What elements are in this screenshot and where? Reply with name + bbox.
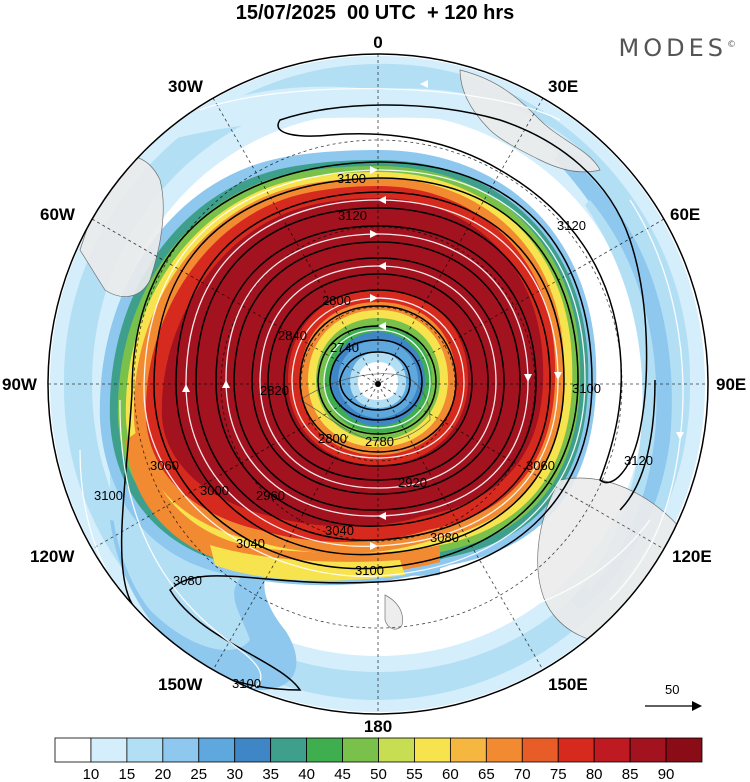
colorbar-swatch xyxy=(593,737,631,763)
colorbar-swatch xyxy=(54,737,92,763)
colorbar-swatch xyxy=(198,737,236,763)
contour-label: 3060 xyxy=(526,458,555,473)
contour-label: 3000 xyxy=(200,483,229,498)
contour-label: 2820 xyxy=(260,383,289,398)
lon-label-90w: 90W xyxy=(2,375,38,394)
contour-label: 2800 xyxy=(318,431,347,446)
colorbar-swatch xyxy=(270,737,308,763)
lon-label-120e: 120E xyxy=(672,547,712,566)
lon-label-0: 0 xyxy=(373,33,382,52)
contour-label: 2800 xyxy=(322,293,351,308)
colorbar-swatch xyxy=(521,737,559,763)
colorbar-swatch xyxy=(449,737,487,763)
colorbar-tick-label: 20 xyxy=(154,766,171,782)
reference-vector: 50 xyxy=(645,682,702,711)
colorbar-swatch xyxy=(162,737,200,763)
contour-label: 3100 xyxy=(355,563,384,578)
contour-label: 2960 xyxy=(256,488,285,503)
streamline-arrows xyxy=(182,80,684,550)
contour-label: 2740 xyxy=(330,340,359,355)
colorbar-swatch xyxy=(629,737,667,763)
contour-label-group: 2740 2780 2800 2800 2820 2840 2920 2960 … xyxy=(94,171,653,691)
colorbar-tick-label: 65 xyxy=(478,766,495,782)
colorbar-tick-label: 55 xyxy=(406,766,423,782)
lon-label-60w: 60W xyxy=(40,205,76,224)
reference-vector-label: 50 xyxy=(665,682,679,697)
contour-label: 3040 xyxy=(325,523,354,538)
lon-label-30e: 30E xyxy=(548,77,578,96)
colorbar-swatch xyxy=(485,737,523,763)
colorbar-swatch xyxy=(557,737,595,763)
lon-label-150e: 150E xyxy=(548,675,588,694)
colorbar-tick-label: 45 xyxy=(334,766,351,782)
contour-label: 3040 xyxy=(236,536,265,551)
contour-label: 3100 xyxy=(572,381,601,396)
map-border xyxy=(47,53,709,715)
contour-label: 3120 xyxy=(557,218,586,233)
colorbar-swatch xyxy=(378,737,415,763)
lon-label-120w: 120W xyxy=(30,547,75,566)
map-title: 15/07/2025 00 UTC + 120 hrs xyxy=(235,2,515,24)
longitude-labels: 0 30E 60E 90E 120E 150E 180 150W 120W 90… xyxy=(2,33,746,736)
colorbar-tick-label: 90 xyxy=(658,766,675,782)
colorbar-tick-label: 40 xyxy=(298,766,315,782)
lon-label-180: 180 xyxy=(364,717,392,736)
lon-label-30w: 30W xyxy=(168,77,204,96)
colorbar-tick-label: 25 xyxy=(190,766,207,782)
contour-label: 3120 xyxy=(338,208,367,223)
lon-label-60e: 60E xyxy=(670,205,700,224)
contour-label: 3100 xyxy=(94,488,123,503)
height-contours xyxy=(120,104,656,691)
colorbar-tick-label: 80 xyxy=(586,766,603,782)
contour-label: 2840 xyxy=(278,328,307,343)
contour-label: 2920 xyxy=(398,475,427,490)
colorbar-tick-label: 35 xyxy=(262,766,279,782)
contour-label: 3120 xyxy=(624,453,653,468)
brand-logo: MODES© xyxy=(618,34,736,62)
contour-label: 2780 xyxy=(365,434,394,449)
colorbar-tick-label: 60 xyxy=(442,766,459,782)
contour-label: 3100 xyxy=(232,676,261,691)
colorbar-swatch xyxy=(126,737,164,763)
colorbar-swatch xyxy=(665,737,703,763)
contour-label: 3060 xyxy=(150,458,179,473)
colorbar-tick-label: 85 xyxy=(622,766,639,782)
colorbar-tick-label: 70 xyxy=(514,766,531,782)
colorbar: 10 15 20 25 30 35 40 45 50 55 60 65 70 75 80 85 90 xyxy=(54,737,703,782)
colorbar-swatch xyxy=(306,737,343,763)
lon-label-150w: 150W xyxy=(158,675,203,694)
colorbar-swatch xyxy=(414,737,451,763)
map-disk xyxy=(48,54,708,714)
colorbar-swatch xyxy=(234,737,272,763)
colorbar-tick-label: 50 xyxy=(370,766,387,782)
colorbar-tick-label: 30 xyxy=(226,766,243,782)
contour-label: 3080 xyxy=(173,573,202,588)
colorbar-tick-label: 75 xyxy=(550,766,567,782)
contour-label: 3100 xyxy=(337,171,366,186)
contour-label: 3080 xyxy=(430,530,459,545)
colorbar-tick-label: 10 xyxy=(83,766,100,782)
colorbar-swatch xyxy=(90,737,128,763)
colorbar-tick-label: 15 xyxy=(119,766,136,782)
colorbar-swatch xyxy=(342,737,379,763)
lon-label-90e: 90E xyxy=(716,375,746,394)
south-pole-marker xyxy=(375,381,381,387)
